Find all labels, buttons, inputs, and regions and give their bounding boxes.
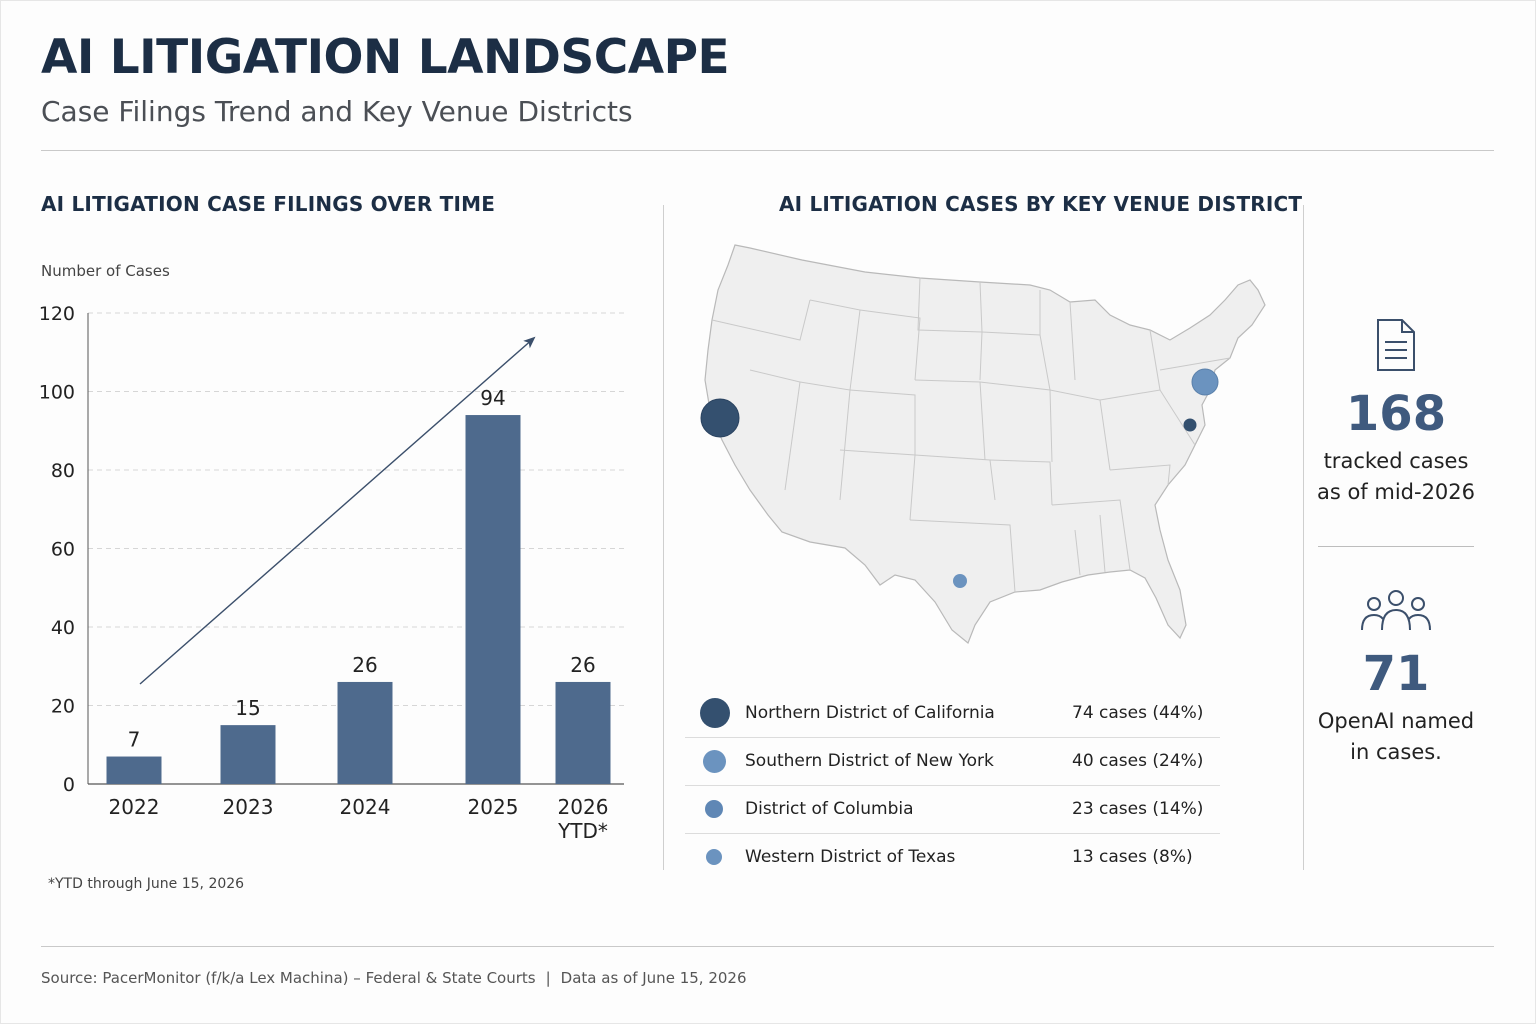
- district-cases: 13 cases (8%): [1072, 847, 1193, 867]
- source-line: Source: PacerMonitor (f/k/a Lex Machina)…: [41, 969, 747, 987]
- district-name: District of Columbia: [745, 799, 914, 819]
- source-text: Source: PacerMonitor (f/k/a Lex Machina)…: [41, 969, 536, 987]
- x-tick-label: 2022: [109, 795, 160, 819]
- stat-label-line: in cases.: [1350, 740, 1442, 764]
- legend-marker-icon: [700, 698, 730, 728]
- bar: [337, 681, 393, 784]
- footer-divider: [41, 946, 1494, 947]
- header-divider: [41, 150, 1494, 151]
- district-name: Southern District of New York: [745, 751, 994, 771]
- page-subtitle: Case Filings Trend and Key Venue Distric…: [41, 95, 633, 128]
- legend-row: District of Columbia 23 cases (14%): [685, 786, 1220, 834]
- section-divider-right: [1303, 205, 1304, 870]
- x-tick-label: 2023: [223, 795, 274, 819]
- bar: [555, 681, 611, 784]
- y-tick-label: 60: [51, 539, 75, 561]
- stat-label-line: as of mid-2026: [1316, 480, 1476, 504]
- chart-title: AI LITIGATION CASE FILINGS OVER TIME: [41, 192, 496, 216]
- stat-value: 71: [1362, 646, 1430, 702]
- stat-label: OpenAI named in cases.: [1286, 706, 1506, 768]
- y-tick-label: 20: [51, 696, 75, 718]
- bar: [106, 756, 162, 784]
- legend-row: Northern District of California 74 cases…: [685, 690, 1220, 738]
- district-cases: 74 cases (44%): [1072, 703, 1204, 723]
- us-outline: [704, 244, 1266, 644]
- bar-value-label: 7: [128, 728, 141, 752]
- data-as-of: Data as of June 15, 2026: [560, 969, 747, 987]
- y-axis-label: Number of Cases: [41, 262, 170, 280]
- district-cases: 40 cases (24%): [1072, 751, 1204, 771]
- bar-value-label: 26: [570, 653, 595, 677]
- y-tick-label: 100: [39, 382, 75, 404]
- y-tick-label: 120: [39, 303, 75, 325]
- trend-arrow: [139, 336, 536, 685]
- stat-tracked-cases: 168 tracked cases as of mid-2026: [1286, 318, 1506, 508]
- document-icon: [1377, 319, 1415, 371]
- legend-row: Western District of Texas 13 cases (8%): [685, 834, 1220, 881]
- x-tick-label: 2025: [468, 795, 519, 819]
- district-name: Northern District of California: [745, 703, 995, 723]
- legend-row: Southern District of New York 40 cases (…: [685, 738, 1220, 786]
- us-map: [690, 230, 1290, 664]
- district-cases: 23 cases (14%): [1072, 799, 1204, 819]
- map-marker-dc: [1183, 418, 1197, 432]
- bar-value-label: 94: [480, 386, 505, 410]
- bar: [465, 415, 521, 784]
- stat-value: 168: [1345, 386, 1447, 442]
- legend-marker-icon: [705, 800, 723, 818]
- map-marker-new-york: [1191, 368, 1219, 396]
- section-divider-left: [663, 205, 664, 870]
- page-title: AI LITIGATION LANDSCAPE: [41, 30, 730, 85]
- map-title: AI LITIGATION CASES BY KEY VENUE DISTRIC…: [779, 192, 1303, 216]
- stat-label-line: tracked cases: [1323, 449, 1469, 473]
- bar-value-label: 26: [352, 653, 377, 677]
- map-marker-california: [700, 398, 740, 438]
- y-tick-label: 0: [63, 774, 75, 796]
- stat-divider: [1318, 546, 1474, 547]
- map-marker-texas: [953, 574, 967, 588]
- y-tick-label: 80: [51, 460, 75, 482]
- source-separator: |: [545, 969, 551, 987]
- chart-footnote: *YTD through June 15, 2026: [48, 876, 245, 892]
- bar: [220, 725, 276, 784]
- x-tick-label: 2024: [340, 795, 391, 819]
- y-tick-label: 40: [51, 617, 75, 639]
- state-borders: [711, 277, 1231, 593]
- bar-value-label: 15: [235, 696, 260, 720]
- bar-chart: 0 20 40 60 80 100 120 7 2022 15 2023 26 2024 94 2025 2…: [39, 303, 624, 843]
- stat-openai-named: 71 OpenAI named in cases.: [1286, 588, 1506, 768]
- district-name: Western District of Texas: [745, 847, 956, 867]
- people-icon: [1361, 590, 1431, 631]
- legend-marker-icon: [703, 750, 726, 773]
- stat-label-line: OpenAI named: [1317, 709, 1475, 733]
- district-legend: Northern District of California 74 cases…: [685, 690, 1220, 881]
- legend-marker-icon: [706, 849, 722, 865]
- x-tick-label: 2026 YTD*: [557, 795, 608, 843]
- us-map-svg: [700, 244, 1266, 644]
- stat-label: tracked cases as of mid-2026: [1286, 446, 1506, 508]
